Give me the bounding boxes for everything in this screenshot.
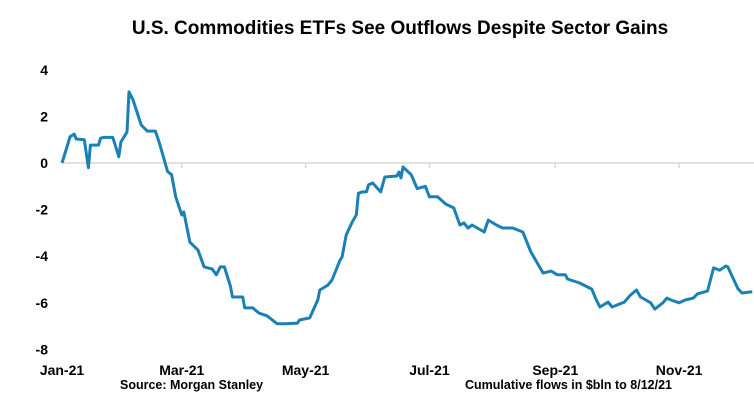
x-tick-label: Nov-21 [656,362,703,378]
y-tick-label: 2 [40,108,48,124]
x-tick-label: Mar-21 [159,362,204,378]
x-tick-label: Jul-21 [409,362,450,378]
series-line [60,90,753,326]
units-note: Cumulative flows in $bln to 8/12/21 [465,378,672,392]
y-tick-label: 0 [40,155,48,171]
y-tick-label: -4 [36,248,49,264]
source-note: Source: Morgan Stanley [120,378,264,392]
y-tick-label: -6 [36,295,49,311]
y-tick-label: 4 [40,62,48,78]
x-tick-label: Sep-21 [532,362,578,378]
x-tick-label: Jan-21 [40,362,85,378]
chart-title: U.S. Commodities ETFs See Outflows Despi… [131,18,669,39]
y-tick-label: -8 [36,341,49,357]
y-tick-label: -2 [36,202,49,218]
x-tick-label: May-21 [282,362,330,378]
